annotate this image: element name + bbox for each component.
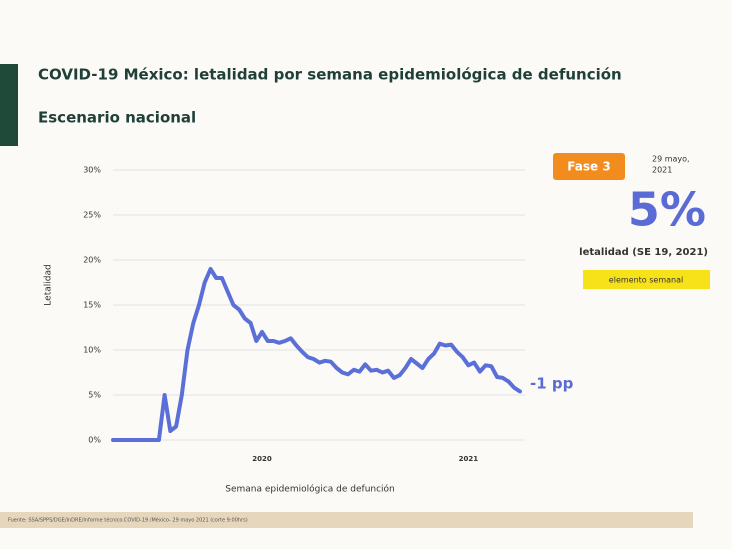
x-tick-label: 2020: [252, 455, 272, 463]
chart-title: COVID-19 México: letalidad por semana ep…: [38, 66, 622, 84]
date-line: 29 mayo,: [652, 155, 690, 164]
chart-subtitle: Escenario nacional: [38, 109, 196, 127]
big-caption: letalidad (SE 19, 2021): [579, 247, 708, 258]
change-label: -1 pp: [530, 375, 574, 393]
y-tick-label: 5%: [88, 391, 101, 400]
y-tick-label: 15%: [83, 301, 101, 310]
x-axis-label: Semana epidemiológica de defunción: [225, 484, 395, 495]
y-tick-label: 0%: [88, 436, 101, 445]
x-tick-label: 2021: [459, 455, 479, 463]
phase-box: [553, 153, 625, 180]
y-tick-label: 25%: [83, 211, 101, 220]
date-line: 2021: [652, 166, 672, 175]
y-tick-label: 10%: [83, 346, 101, 355]
y-tick-label: 20%: [83, 256, 101, 265]
y-tick-label: 30%: [83, 166, 101, 175]
phase-label: Fase 3: [567, 160, 610, 174]
big-value: 5%: [628, 183, 706, 237]
y-axis-label: Letalidad: [44, 264, 54, 305]
legend-text: elemento semanal: [609, 276, 683, 285]
source: Fuente: SSA/SPPS/DGE/InDRE/Informe técni…: [8, 517, 248, 524]
accent-bar: [0, 64, 18, 146]
line: [111, 267, 522, 442]
legend-box: [583, 270, 710, 289]
footer-bar: [0, 512, 693, 528]
